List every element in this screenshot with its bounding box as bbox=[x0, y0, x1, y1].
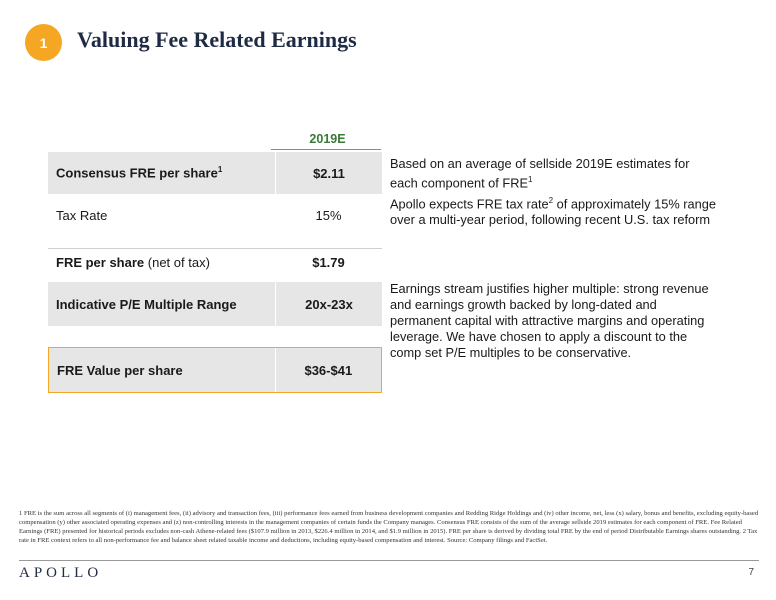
note-multiple: Earnings stream justifies higher multipl… bbox=[390, 281, 709, 360]
note-consensus: Based on an average of sellside 2019E es… bbox=[390, 156, 690, 191]
table-row-tax-rate: Tax Rate 15% bbox=[48, 194, 382, 236]
row-label: Indicative P/E Multiple Range bbox=[56, 296, 237, 312]
section-number-badge: 1 bbox=[25, 24, 62, 61]
column-header-underline bbox=[271, 149, 381, 150]
row-value: $2.11 bbox=[275, 152, 382, 194]
row-label: Consensus FRE per share1 bbox=[56, 165, 223, 181]
row-value: 15% bbox=[315, 207, 342, 223]
row-label: FRE per share (net of tax) bbox=[56, 255, 210, 270]
footer-divider bbox=[19, 560, 759, 561]
table-row-pe-multiple: Indicative P/E Multiple Range 20x-23x bbox=[48, 282, 382, 326]
column-header-2019e: 2019E bbox=[309, 132, 346, 146]
row-value: $36-$41 bbox=[274, 348, 381, 392]
note-tax-rate: Apollo expects FRE tax rate2 of approxim… bbox=[390, 196, 716, 228]
table-row-fre-value-highlighted: FRE Value per share $36-$41 bbox=[48, 347, 382, 393]
row-value: $1.79 bbox=[312, 255, 345, 270]
row-value: 20x-23x bbox=[275, 282, 382, 326]
table-row-fre-net-of-tax: FRE per share (net of tax) $1.79 bbox=[48, 248, 382, 276]
row-label: Tax Rate bbox=[56, 207, 108, 223]
footnote: 1 FRE is the sum across all segments of … bbox=[19, 510, 759, 544]
page-number: 7 bbox=[748, 567, 754, 578]
page-title: Valuing Fee Related Earnings bbox=[77, 27, 357, 52]
row-label: FRE Value per share bbox=[57, 362, 183, 378]
apollo-logo: APOLLO bbox=[19, 565, 103, 581]
table-row-consensus-fre: Consensus FRE per share1 $2.11 bbox=[48, 152, 382, 194]
